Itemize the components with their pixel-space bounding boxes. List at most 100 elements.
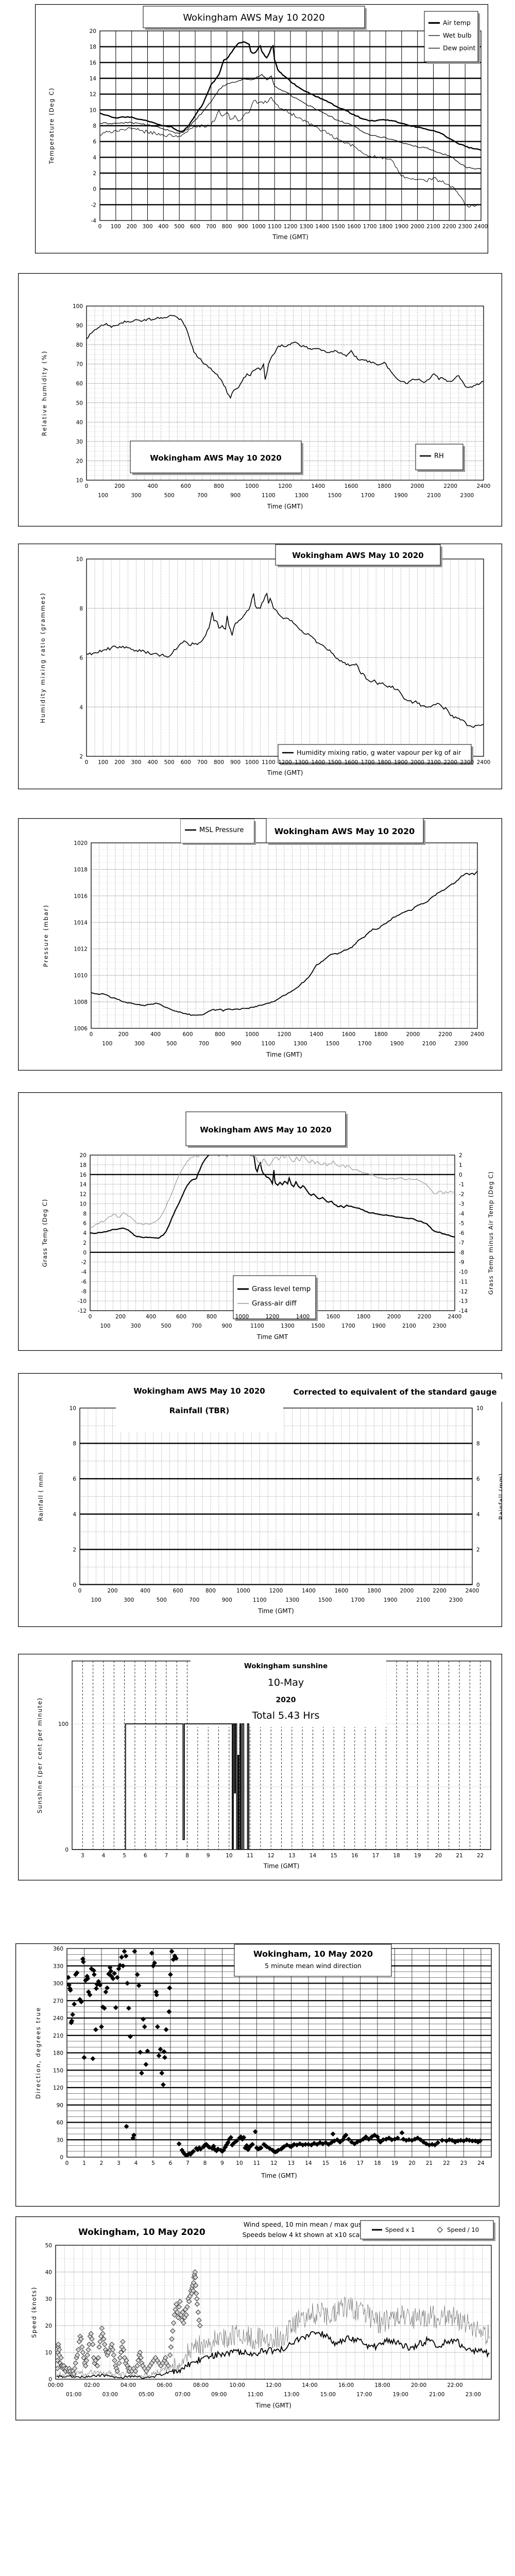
axis-labels: 00:0001:0002:0003:0004:0005:0006:0007:00… bbox=[30, 2243, 481, 2409]
svg-text:1014: 1014 bbox=[74, 920, 88, 926]
svg-text:RH: RH bbox=[434, 452, 444, 460]
svg-text:30: 30 bbox=[57, 2137, 63, 2143]
svg-text:70: 70 bbox=[76, 362, 83, 368]
svg-text:14: 14 bbox=[80, 1182, 87, 1188]
rainfall-chart: Wokingham AWS May 10 2020 Rainfall (TBR) C… bbox=[18, 1373, 502, 1627]
svg-text:1600: 1600 bbox=[327, 1314, 340, 1320]
svg-text:200: 200 bbox=[127, 224, 137, 230]
svg-text:700: 700 bbox=[199, 1041, 209, 1047]
svg-text:Grass Temp minus Air Temp (Deg: Grass Temp minus Air Temp (Deg C) bbox=[487, 1171, 494, 1295]
svg-text:1600: 1600 bbox=[335, 1588, 349, 1594]
svg-text:8: 8 bbox=[476, 1441, 480, 1447]
svg-text:0: 0 bbox=[78, 1588, 82, 1594]
svg-text:2: 2 bbox=[459, 1153, 462, 1159]
series-grass-level-temp bbox=[90, 1155, 455, 1239]
chart-text: Wokingham AWS May 10 2020 bbox=[274, 826, 415, 836]
svg-text:2200: 2200 bbox=[443, 483, 457, 489]
chart-text: 2020 bbox=[276, 1696, 296, 1704]
panel-pressure: Wokingham AWS May 10 2020 MSL Pressure 0 10… bbox=[18, 818, 502, 1071]
svg-text:1900: 1900 bbox=[394, 224, 408, 230]
svg-text:90: 90 bbox=[57, 2103, 63, 2109]
svg-text:Rainfall (mm): Rainfall (mm) bbox=[497, 1473, 502, 1520]
svg-text:1800: 1800 bbox=[377, 483, 391, 489]
svg-text:1016: 1016 bbox=[74, 893, 88, 900]
svg-text:400: 400 bbox=[140, 1588, 150, 1594]
panel-relative-humidity: Wokingham AWS May 10 2020 RH 0 100 200 300 400… bbox=[18, 273, 502, 527]
svg-text:4: 4 bbox=[73, 1512, 76, 1518]
svg-text:2100: 2100 bbox=[426, 224, 440, 230]
svg-text:100: 100 bbox=[58, 1721, 68, 1727]
svg-text:Time (GMT): Time (GMT) bbox=[267, 503, 303, 510]
svg-text:13: 13 bbox=[288, 1853, 295, 1859]
svg-text:16: 16 bbox=[80, 1172, 87, 1178]
svg-text:2: 2 bbox=[79, 754, 83, 760]
series-group bbox=[91, 871, 477, 1016]
svg-text:30: 30 bbox=[45, 2296, 52, 2302]
svg-text:100: 100 bbox=[100, 1323, 110, 1329]
svg-text:18: 18 bbox=[90, 44, 96, 50]
svg-text:800: 800 bbox=[214, 759, 224, 766]
svg-text:600: 600 bbox=[182, 1031, 193, 1038]
svg-text:2: 2 bbox=[476, 1547, 480, 1553]
series-rh bbox=[87, 315, 484, 399]
svg-text:2200: 2200 bbox=[442, 224, 456, 230]
series-mean-speed-early bbox=[56, 2370, 172, 2379]
svg-text:1008: 1008 bbox=[74, 999, 88, 1006]
svg-text:22: 22 bbox=[443, 2160, 450, 2166]
svg-text:1: 1 bbox=[459, 1162, 462, 1168]
svg-text:-10: -10 bbox=[459, 1269, 468, 1276]
svg-text:1300: 1300 bbox=[285, 1597, 299, 1603]
svg-text:10: 10 bbox=[476, 1405, 483, 1412]
svg-text:1900: 1900 bbox=[394, 759, 408, 766]
svg-text:2200: 2200 bbox=[418, 1314, 432, 1320]
svg-text:100: 100 bbox=[91, 1597, 101, 1603]
svg-text:1200: 1200 bbox=[284, 224, 298, 230]
svg-text:MSL Pressure: MSL Pressure bbox=[199, 826, 244, 834]
svg-text:7: 7 bbox=[165, 1853, 168, 1859]
svg-text:-10: -10 bbox=[78, 1298, 87, 1304]
svg-text:18: 18 bbox=[80, 1162, 87, 1168]
svg-text:03:00: 03:00 bbox=[102, 2392, 118, 2398]
annotations: Wokingham AWS May 10 2020 Grass level tem… bbox=[185, 1111, 348, 1321]
legend-box bbox=[360, 2220, 494, 2240]
svg-text:Pressure (mbar): Pressure (mbar) bbox=[42, 904, 49, 967]
svg-text:12: 12 bbox=[270, 2160, 277, 2166]
svg-text:200: 200 bbox=[118, 1031, 128, 1038]
svg-text:00:00: 00:00 bbox=[48, 2382, 63, 2388]
svg-text:-7: -7 bbox=[459, 1240, 464, 1246]
svg-text:16: 16 bbox=[351, 1853, 358, 1859]
svg-text:12: 12 bbox=[90, 92, 96, 98]
svg-text:23:00: 23:00 bbox=[466, 2392, 481, 2398]
svg-text:21:00: 21:00 bbox=[429, 2392, 444, 2398]
svg-text:1600: 1600 bbox=[345, 483, 358, 489]
svg-text:1400: 1400 bbox=[311, 759, 325, 766]
svg-text:1900: 1900 bbox=[394, 493, 408, 499]
svg-text:270: 270 bbox=[53, 1998, 63, 2004]
svg-text:Speed / 10: Speed / 10 bbox=[447, 2226, 479, 2233]
svg-text:400: 400 bbox=[147, 483, 158, 489]
chart-text: Speeds below 4 kt shown at x10 scale bbox=[243, 2231, 366, 2239]
annotations: Wokingham AWS May 10 2020 MSL Pressure bbox=[180, 818, 425, 845]
svg-text:1100: 1100 bbox=[262, 759, 276, 766]
svg-text:90: 90 bbox=[76, 323, 83, 329]
svg-text:Time (GMT): Time (GMT) bbox=[272, 233, 308, 241]
svg-text:6: 6 bbox=[476, 1476, 480, 1482]
svg-text:6: 6 bbox=[144, 1853, 147, 1859]
svg-text:Time GMT: Time GMT bbox=[256, 1333, 288, 1341]
svg-text:Relative humidity (%): Relative humidity (%) bbox=[41, 350, 48, 436]
svg-text:1000: 1000 bbox=[245, 483, 259, 489]
svg-text:300: 300 bbox=[131, 759, 141, 766]
svg-text:4: 4 bbox=[476, 1512, 480, 1518]
svg-text:1600: 1600 bbox=[345, 759, 358, 766]
svg-text:2200: 2200 bbox=[438, 1031, 452, 1038]
svg-text:150: 150 bbox=[53, 2067, 63, 2074]
svg-text:14: 14 bbox=[90, 76, 97, 82]
svg-text:18:00: 18:00 bbox=[374, 2382, 390, 2388]
svg-text:1000: 1000 bbox=[252, 224, 266, 230]
svg-text:1018: 1018 bbox=[74, 867, 88, 873]
svg-text:-2: -2 bbox=[459, 1192, 464, 1198]
series-group bbox=[56, 2269, 490, 2379]
svg-text:1900: 1900 bbox=[372, 1323, 386, 1329]
